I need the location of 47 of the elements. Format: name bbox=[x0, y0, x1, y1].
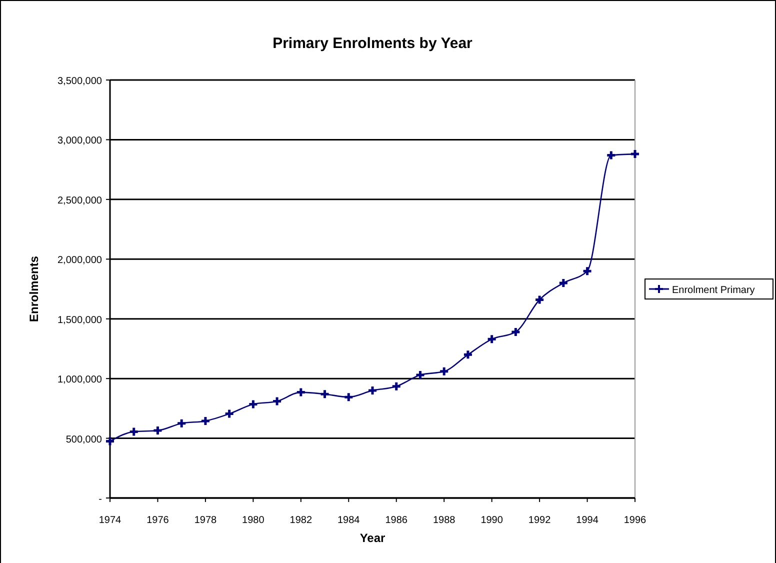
y-tick-label: 3,500,000 bbox=[58, 76, 102, 87]
point bbox=[343, 392, 354, 402]
point bbox=[104, 436, 116, 447]
x-tick-label: 1992 bbox=[528, 515, 552, 526]
point bbox=[606, 150, 616, 160]
point bbox=[176, 418, 187, 429]
y-tick-label: - bbox=[98, 494, 102, 505]
y-tick-label: 1,000,000 bbox=[58, 374, 102, 386]
y-tick-label: 3,000,000 bbox=[58, 136, 102, 147]
x-tick-label: 1988 bbox=[432, 515, 456, 526]
x-tick-label: 1978 bbox=[194, 515, 218, 526]
point bbox=[582, 266, 593, 276]
x-tick-label: 1994 bbox=[576, 515, 599, 526]
point bbox=[320, 388, 330, 400]
x-tick-label: 1982 bbox=[290, 515, 312, 526]
point bbox=[272, 396, 282, 407]
x-axis-title: Year bbox=[360, 531, 386, 545]
point bbox=[391, 381, 402, 392]
x-tick-label: 1986 bbox=[385, 515, 408, 526]
x-tick-label: 1980 bbox=[242, 515, 265, 526]
point bbox=[414, 370, 426, 380]
y-axis-title: Enrolments bbox=[27, 256, 41, 322]
y-tick-label: 500,000 bbox=[66, 434, 102, 446]
y-tick-label: 2,500,000 bbox=[58, 195, 102, 206]
point bbox=[534, 294, 545, 305]
x-tick-label: 1990 bbox=[480, 515, 504, 526]
point bbox=[128, 426, 140, 437]
chart-title: Primary Enrolments by Year bbox=[272, 35, 473, 52]
x-tick-label: 1996 bbox=[624, 515, 647, 526]
point bbox=[462, 349, 474, 360]
point bbox=[486, 334, 498, 344]
y-tick-label: 1,500,000 bbox=[58, 314, 102, 326]
point bbox=[200, 416, 211, 426]
point bbox=[224, 408, 235, 420]
point bbox=[248, 399, 258, 410]
point bbox=[510, 326, 521, 338]
point bbox=[367, 385, 378, 396]
x-tick-label: 1974 bbox=[98, 515, 122, 526]
point bbox=[438, 366, 450, 377]
point bbox=[558, 278, 569, 288]
legend-label: Enrolment Primary bbox=[672, 285, 755, 296]
point bbox=[152, 425, 163, 436]
point bbox=[630, 148, 640, 160]
y-tick-label: 2,000,000 bbox=[58, 255, 102, 266]
x-tick-label: 1976 bbox=[146, 515, 170, 526]
x-tick-label: 1984 bbox=[338, 515, 360, 526]
point bbox=[296, 387, 306, 398]
